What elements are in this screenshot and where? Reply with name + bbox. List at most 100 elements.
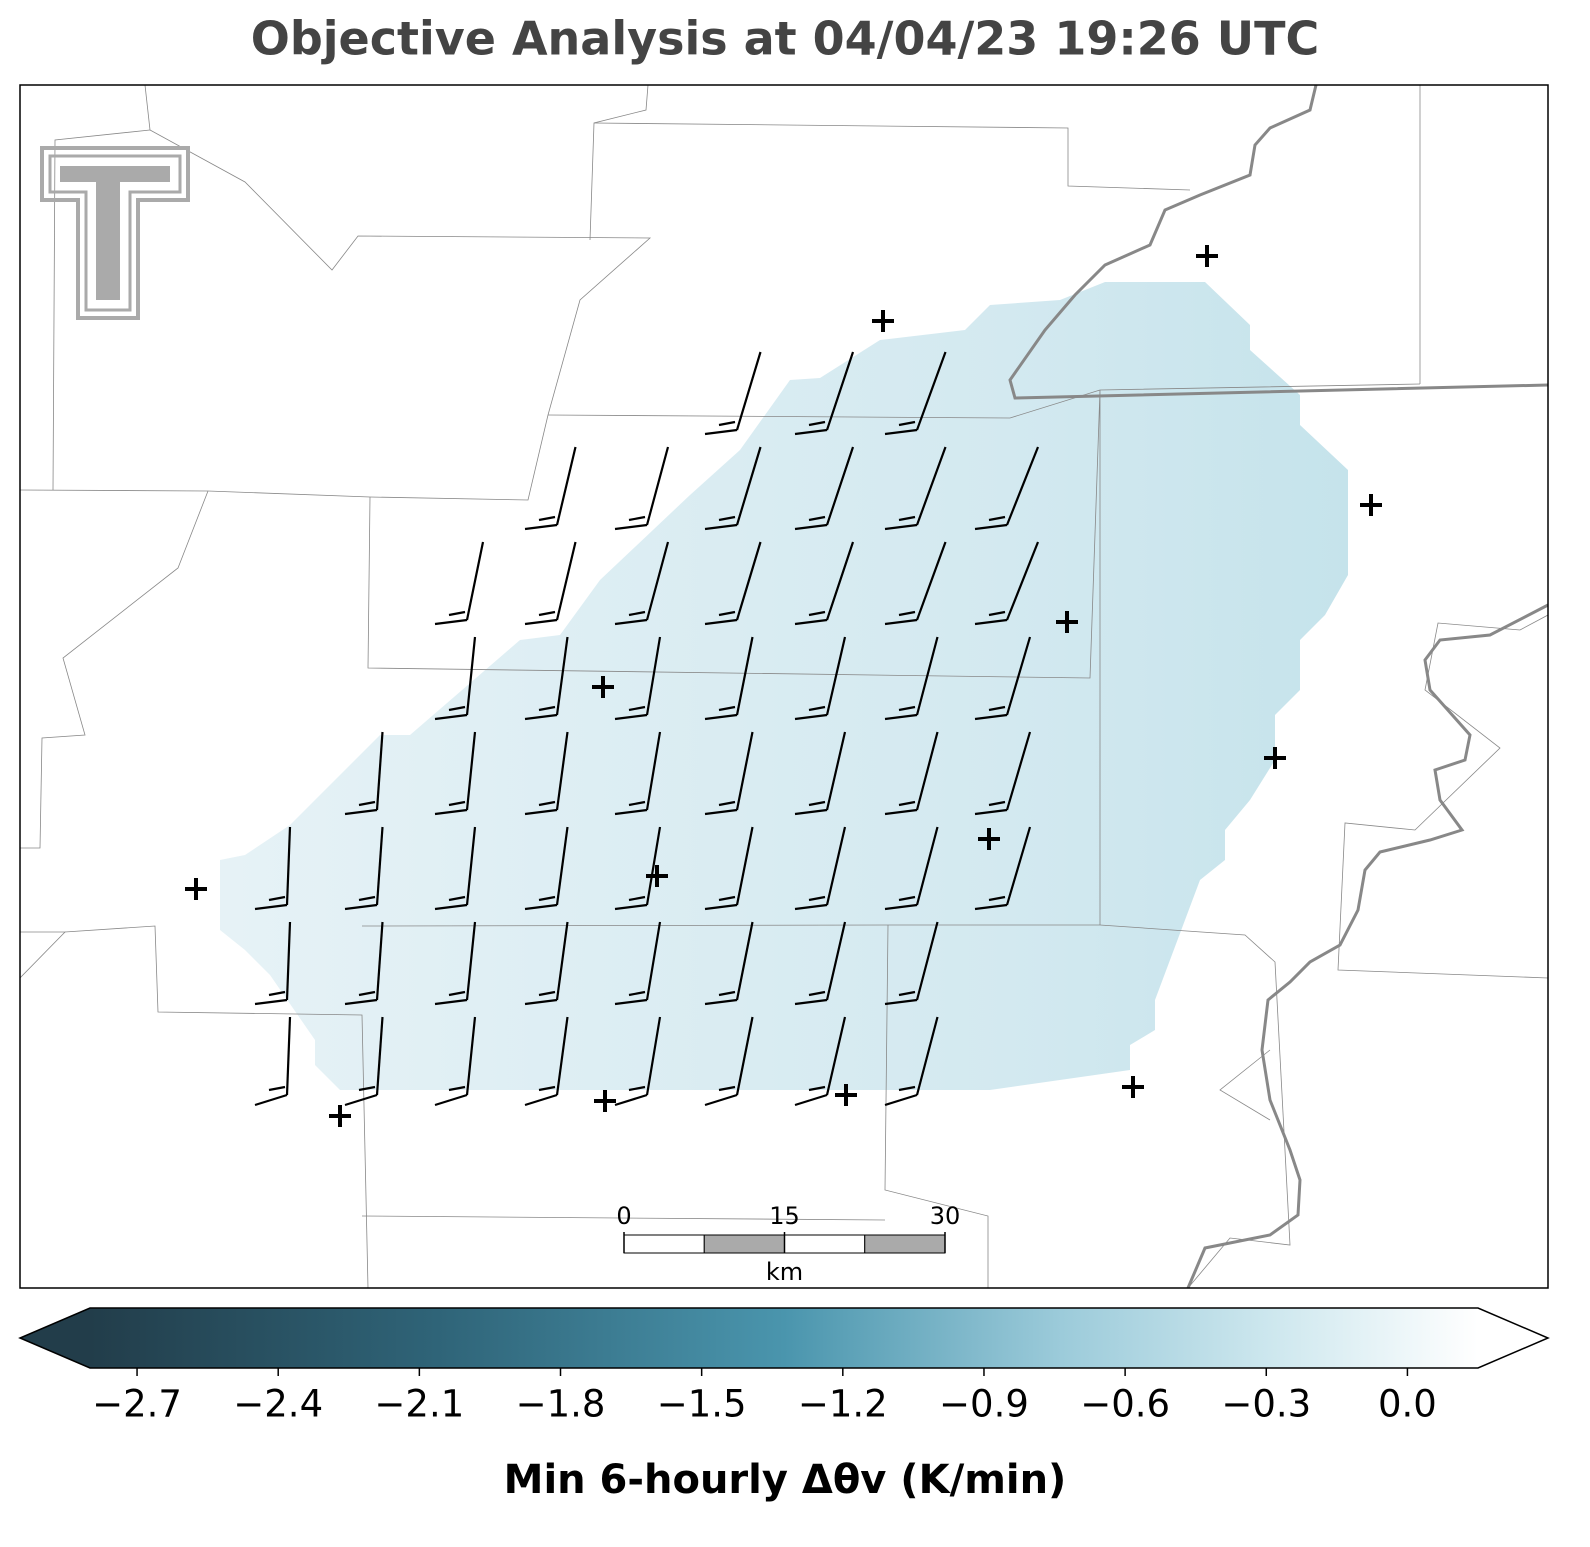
station <box>1264 747 1286 769</box>
barb-staff <box>1005 731 1032 811</box>
station <box>1196 245 1218 267</box>
barb <box>974 903 1008 911</box>
barb-staff <box>1005 636 1032 716</box>
station <box>594 1090 616 1112</box>
barb <box>254 998 288 1006</box>
barb <box>538 705 556 712</box>
barb-staff <box>645 826 662 906</box>
barb <box>434 618 468 626</box>
barb <box>718 610 736 617</box>
scale-segment <box>703 1234 785 1254</box>
station <box>978 828 1000 850</box>
barb-staff <box>555 446 577 526</box>
barb <box>718 515 736 522</box>
barb <box>614 998 648 1006</box>
barb <box>808 515 826 522</box>
barb <box>628 895 646 902</box>
barb <box>808 1085 826 1092</box>
barb <box>718 895 736 902</box>
barb <box>538 990 556 997</box>
barb-staff <box>735 826 754 906</box>
barb-staff <box>825 826 847 906</box>
station <box>646 865 668 887</box>
barb-staff <box>465 636 477 716</box>
barb-staff <box>555 826 569 906</box>
colorbar-tick-label: −0.6 <box>1080 1383 1170 1426</box>
colorbar-outline <box>18 1307 1550 1369</box>
barb <box>884 1093 918 1107</box>
barb <box>524 998 558 1006</box>
barb <box>704 428 738 436</box>
barb <box>448 990 466 997</box>
barb-staff <box>915 731 939 811</box>
barb <box>988 800 1006 807</box>
barb <box>794 998 828 1006</box>
barb <box>704 808 738 816</box>
barb <box>358 800 376 807</box>
barb <box>628 1085 646 1092</box>
barb <box>794 618 828 626</box>
barb <box>268 1085 286 1092</box>
barb <box>974 618 1008 626</box>
barb-staff <box>375 731 384 811</box>
barb <box>628 515 646 522</box>
barb <box>538 800 556 807</box>
barb <box>434 903 468 911</box>
barb <box>704 1093 738 1107</box>
barb <box>628 990 646 997</box>
barb <box>794 808 828 816</box>
title: Objective Analysis at 04/04/23 19:26 UTC <box>251 12 1320 66</box>
barb-staff <box>645 731 662 811</box>
station <box>1122 1076 1144 1098</box>
barb <box>898 1085 916 1092</box>
barb <box>524 808 558 816</box>
barb-staff <box>825 1016 847 1096</box>
colorbar-tick-label: −1.5 <box>657 1383 747 1426</box>
barb-staff <box>1005 446 1040 526</box>
station <box>1360 494 1382 516</box>
barb-staff <box>735 541 762 621</box>
barb <box>808 800 826 807</box>
barb <box>794 903 828 911</box>
barb-staff <box>285 1016 292 1096</box>
barb-staff <box>825 351 855 431</box>
station <box>1056 611 1078 633</box>
barb-staff <box>465 1016 477 1096</box>
barb <box>808 990 826 997</box>
scale-segment <box>623 1234 705 1254</box>
scale-unit: km <box>766 1258 803 1286</box>
barb-staff <box>375 1016 384 1096</box>
scale-segment <box>784 1234 866 1254</box>
barb <box>884 428 918 436</box>
barb-staff <box>915 351 947 431</box>
barb <box>974 523 1008 531</box>
barb <box>794 428 828 436</box>
barb-staff <box>1005 541 1040 621</box>
barb <box>718 990 736 997</box>
barb-staff <box>645 541 670 621</box>
station <box>835 1084 857 1106</box>
colorbar-extend-low <box>20 1308 90 1368</box>
scale-segment <box>864 1234 946 1254</box>
rivers <box>1008 85 1548 1288</box>
barb <box>704 998 738 1006</box>
barb-staff <box>465 731 477 811</box>
scale-tick-label: 15 <box>769 1202 800 1230</box>
barb <box>884 523 918 531</box>
barb <box>884 998 918 1006</box>
barb <box>884 808 918 816</box>
barb-staff <box>645 1016 662 1096</box>
barb-staff <box>825 921 847 1001</box>
barb <box>614 808 648 816</box>
barb <box>434 1093 468 1107</box>
colorbar-body <box>90 1308 1478 1368</box>
station <box>592 676 614 698</box>
barb <box>704 618 738 626</box>
map-frame <box>19 84 1549 1289</box>
colorbar-tick-label: 0.0 <box>1378 1383 1437 1426</box>
scale-bar: 0 15 30 km <box>616 1202 960 1286</box>
barb <box>524 618 558 626</box>
ttu-logo <box>40 146 190 320</box>
wind-barbs <box>254 351 1040 1107</box>
